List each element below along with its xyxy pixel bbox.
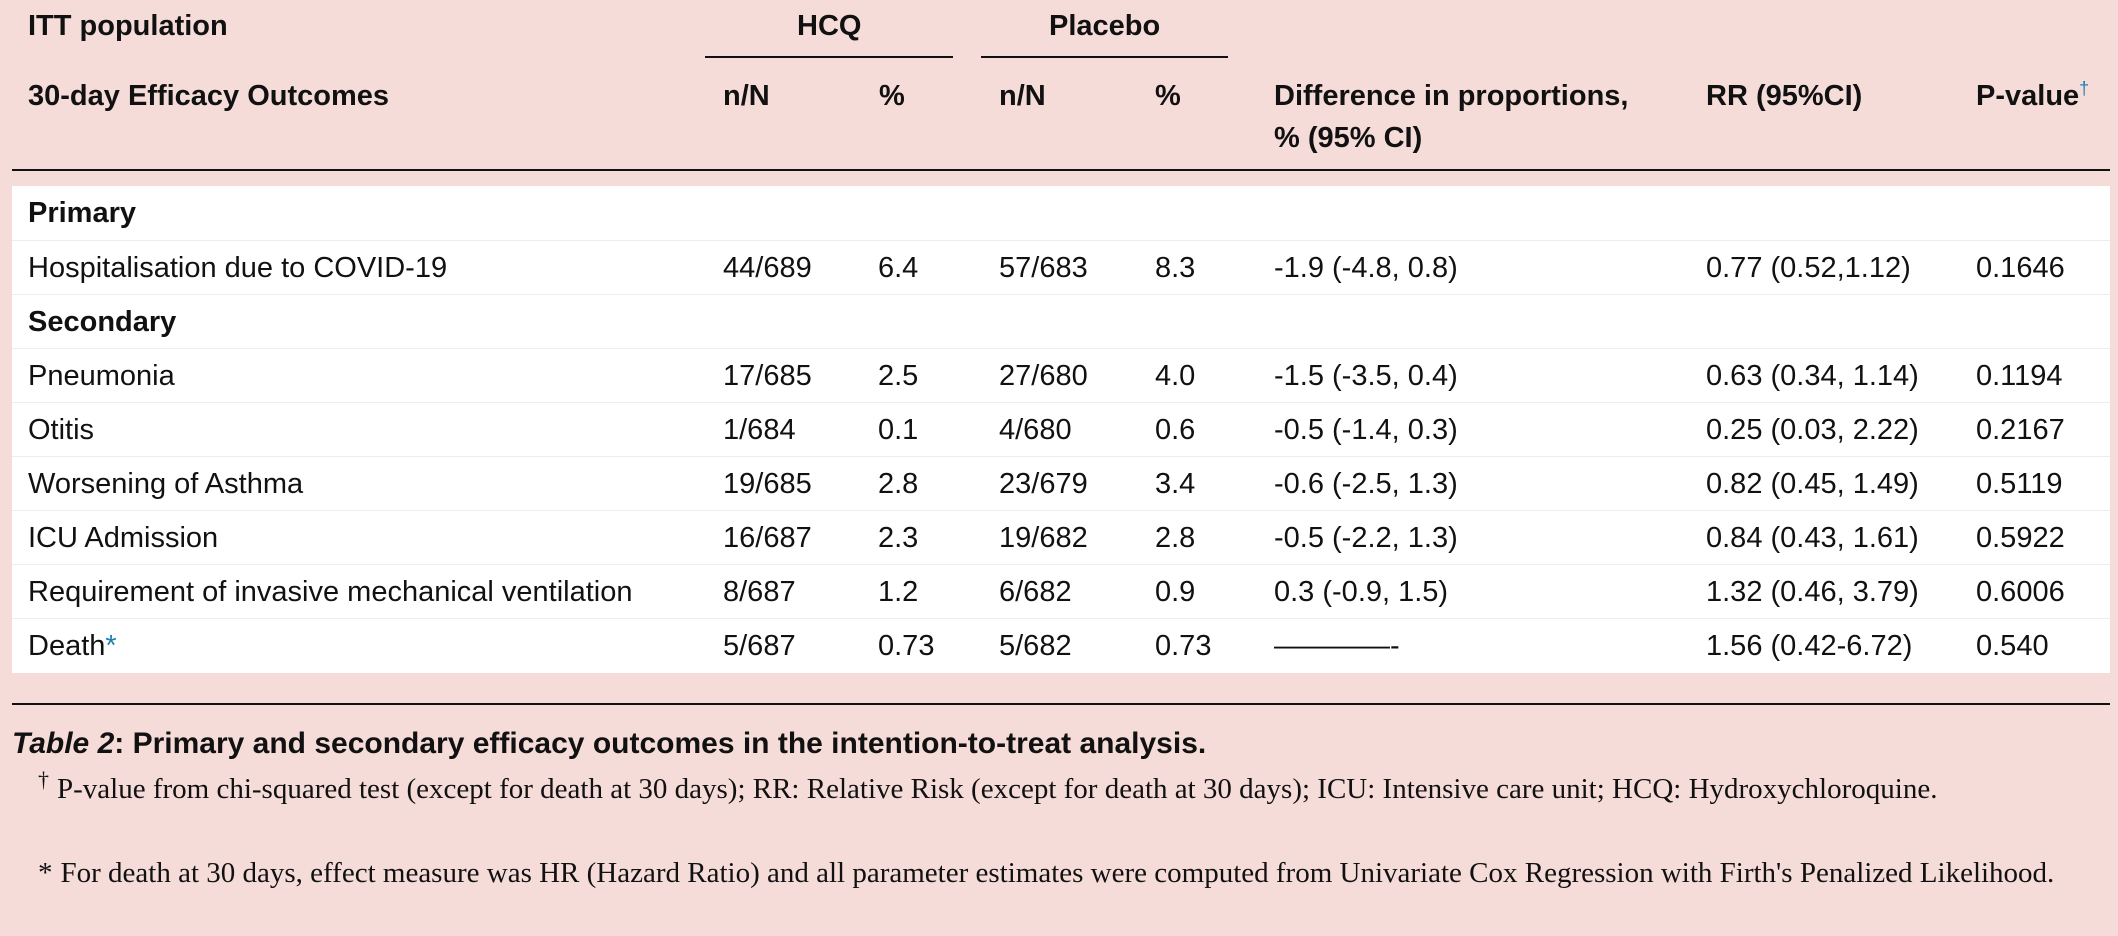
group-hcq-label: HCQ — [797, 10, 862, 42]
col-diff-line1: Difference in proportions, — [1274, 80, 1629, 112]
table-body: Primary Hospitalisation due to COVID-19 … — [12, 186, 2110, 673]
hcq-pct: 0.1 — [878, 414, 919, 446]
hcq-nN: 44/689 — [723, 252, 812, 284]
hcq-pct: 0.73 — [878, 630, 935, 662]
relative-risk: 1.56 (0.42-6.72) — [1706, 630, 1913, 662]
population-label: ITT population — [28, 10, 228, 42]
footnote-dagger-symbol: † — [38, 767, 49, 793]
p-value: 0.2167 — [1976, 414, 2065, 446]
p-value: 0.1194 — [1976, 360, 2063, 392]
hcq-pct: 1.2 — [878, 576, 919, 608]
hcq-pct: 2.5 — [878, 360, 919, 392]
group-hcq-rule — [705, 56, 953, 58]
footnote-star-symbol: * — [38, 857, 53, 889]
outcomes-label: 30-day Efficacy Outcomes — [28, 80, 390, 112]
table-row: Requirement of invasive mechanical venti… — [12, 564, 2110, 619]
col-diff-line2: % (95% CI) — [1274, 122, 1423, 154]
relative-risk: 0.84 (0.43, 1.61) — [1706, 522, 1919, 554]
p-value: 0.5119 — [1976, 468, 2063, 500]
table-row: Otitis 1/684 0.1 4/680 0.6 -0.5 (-1.4, 0… — [12, 402, 2110, 457]
placebo-nN: 27/680 — [999, 360, 1088, 392]
col-nN-placebo: n/N — [999, 80, 1046, 112]
outcome-label: Otitis — [28, 414, 95, 446]
col-pct-hcq: % — [879, 80, 905, 112]
footnote-dagger: † P-value from chi-squared test (except f… — [12, 768, 2108, 810]
p-value: 0.6006 — [1976, 576, 2065, 608]
placebo-nN: 6/682 — [999, 576, 1072, 608]
hcq-pct: 2.8 — [878, 468, 919, 500]
difference: 0.3 (-0.9, 1.5) — [1274, 576, 1449, 608]
hcq-nN: 1/684 — [723, 414, 796, 446]
hcq-nN: 5/687 — [723, 630, 796, 662]
dagger-mark: † — [2079, 78, 2090, 99]
placebo-nN: 19/682 — [999, 522, 1088, 554]
relative-risk: 1.32 (0.46, 3.79) — [1706, 576, 1919, 608]
col-pct-placebo: % — [1155, 80, 1181, 112]
placebo-nN: 5/682 — [999, 630, 1072, 662]
header-bottom-rule — [12, 169, 2110, 171]
hcq-nN: 16/687 — [723, 522, 812, 554]
hcq-nN: 19/685 — [723, 468, 812, 500]
placebo-pct: 4.0 — [1155, 360, 1196, 392]
placebo-pct: 0.9 — [1155, 576, 1196, 608]
placebo-nN: 57/683 — [999, 252, 1088, 284]
placebo-pct: 0.73 — [1155, 630, 1212, 662]
placebo-pct: 0.6 — [1155, 414, 1196, 446]
outcome-label: Pneumonia — [28, 360, 175, 392]
difference: -0.5 (-1.4, 0.3) — [1274, 414, 1458, 446]
col-p: P-value† — [1976, 76, 2089, 116]
hcq-nN: 17/685 — [723, 360, 812, 392]
col-rr: RR (95%CI) — [1706, 80, 1863, 112]
group-placebo-rule — [981, 56, 1228, 58]
table-row: ICU Admission 16/687 2.3 19/682 2.8 -0.5… — [12, 510, 2110, 565]
section-label: Primary — [28, 197, 137, 229]
col-p-label: P-value — [1976, 80, 2080, 112]
outcome-label: Hospitalisation due to COVID-19 — [28, 252, 448, 284]
footnote-dagger-text: P-value from chi-squared test (except fo… — [57, 773, 1938, 805]
group-placebo-label: Placebo — [1049, 10, 1161, 42]
table-row: Worsening of Asthma 19/685 2.8 23/679 3.… — [12, 456, 2110, 511]
hcq-pct: 2.3 — [878, 522, 919, 554]
hcq-pct: 6.4 — [878, 252, 919, 284]
table-caption: Table 2: Primary and secondary efficacy … — [12, 724, 1206, 764]
death-footnote-mark: * — [105, 630, 117, 662]
section-row-primary: Primary — [12, 186, 2110, 240]
difference: -0.6 (-2.5, 1.3) — [1274, 468, 1458, 500]
p-value: 0.540 — [1976, 630, 2049, 662]
outcome-label: Death* — [28, 619, 117, 673]
table-row: Pneumonia 17/685 2.5 27/680 4.0 -1.5 (-3… — [12, 348, 2110, 403]
col-nN-hcq: n/N — [723, 80, 770, 112]
caption-text: : Primary and secondary efficacy outcome… — [114, 727, 1207, 760]
death-label: Death — [28, 630, 106, 662]
placebo-pct: 3.4 — [1155, 468, 1196, 500]
difference: -1.5 (-3.5, 0.4) — [1274, 360, 1458, 392]
difference: ————- — [1274, 630, 1400, 662]
difference: -0.5 (-2.2, 1.3) — [1274, 522, 1458, 554]
placebo-nN: 4/680 — [999, 414, 1072, 446]
relative-risk: 0.77 (0.52,1.12) — [1706, 252, 1911, 284]
section-row-secondary: Secondary — [12, 294, 2110, 349]
p-value: 0.5922 — [1976, 522, 2065, 554]
p-value: 0.1646 — [1976, 252, 2065, 284]
section-label: Secondary — [28, 306, 177, 338]
caption-label: Table 2 — [12, 727, 115, 760]
placebo-nN: 23/679 — [999, 468, 1088, 500]
table-bottom-rule — [12, 703, 2110, 705]
relative-risk: 0.82 (0.45, 1.49) — [1706, 468, 1919, 500]
footnote-star-text: For death at 30 days, effect measure was… — [60, 857, 2055, 889]
relative-risk: 0.25 (0.03, 2.22) — [1706, 414, 1919, 446]
footnote-star: * For death at 30 days, effect measure wa… — [12, 852, 2108, 894]
outcome-label: ICU Admission — [28, 522, 219, 554]
table-row: Death* 5/687 0.73 5/682 0.73 ————- 1.56 … — [12, 618, 2110, 673]
placebo-pct: 8.3 — [1155, 252, 1196, 284]
outcome-label: Worsening of Asthma — [28, 468, 304, 500]
outcome-label: Requirement of invasive mechanical venti… — [28, 576, 633, 608]
table-row: Hospitalisation due to COVID-19 44/689 6… — [12, 240, 2110, 295]
hcq-nN: 8/687 — [723, 576, 796, 608]
placebo-pct: 2.8 — [1155, 522, 1196, 554]
difference: -1.9 (-4.8, 0.8) — [1274, 252, 1458, 284]
relative-risk: 0.63 (0.34, 1.14) — [1706, 360, 1919, 392]
